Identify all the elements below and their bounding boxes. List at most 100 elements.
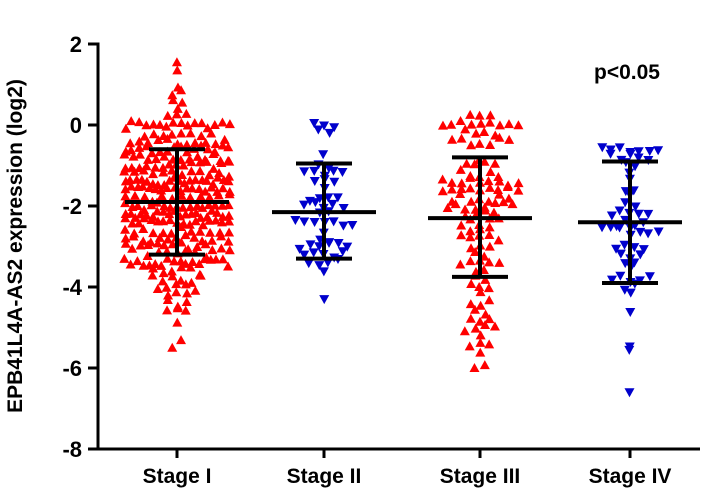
data-point [319, 295, 330, 305]
data-point [494, 189, 505, 199]
data-point [323, 163, 334, 173]
data-point [190, 174, 201, 184]
data-point [503, 119, 514, 129]
data-point [466, 278, 477, 288]
data-point [132, 256, 143, 266]
data-point [203, 200, 214, 210]
data-point [148, 169, 159, 179]
data-point [465, 183, 476, 193]
data-point [483, 283, 494, 293]
y-tick-label: -6 [62, 356, 82, 381]
data-point [513, 120, 524, 130]
data-point [615, 271, 626, 281]
data-point [456, 178, 467, 188]
data-point [176, 118, 187, 128]
data-point [120, 233, 131, 243]
data-point [634, 276, 645, 286]
data-point [465, 256, 476, 266]
y-tick-label: -4 [62, 275, 82, 300]
data-point [217, 117, 228, 127]
data-point [480, 319, 491, 329]
x-tick-label: Stage IV [589, 465, 672, 488]
data-point [606, 211, 617, 221]
data-point [299, 250, 310, 260]
data-point [120, 224, 131, 234]
data-point [224, 216, 235, 226]
data-point [502, 181, 513, 191]
data-point [161, 182, 172, 192]
data-point [643, 229, 654, 239]
data-point [484, 257, 495, 267]
data-point [484, 222, 495, 232]
data-point [471, 128, 482, 138]
data-point [494, 176, 505, 186]
data-point [437, 186, 448, 196]
data-point [620, 198, 631, 208]
data-point [224, 189, 235, 199]
data-point [475, 118, 486, 128]
data-point [190, 285, 201, 295]
data-point [130, 212, 141, 222]
data-point [327, 199, 338, 209]
y-tick-label: -2 [62, 194, 82, 219]
data-point [202, 144, 213, 154]
data-point [460, 124, 471, 134]
data-point [484, 314, 495, 324]
data-point [161, 121, 172, 131]
data-point [194, 183, 205, 193]
data-point [185, 192, 196, 202]
data-point [204, 170, 215, 180]
data-point [494, 120, 505, 130]
data-point [169, 256, 180, 266]
data-point [181, 108, 192, 118]
data-point [484, 241, 495, 251]
data-point [455, 189, 466, 199]
data-point [615, 249, 626, 259]
data-point [152, 283, 163, 293]
data-point [157, 276, 168, 286]
data-point [187, 183, 198, 193]
data-point [299, 200, 310, 210]
data-point [168, 117, 179, 127]
data-point [490, 158, 501, 168]
data-point [314, 242, 325, 252]
data-point [328, 217, 339, 227]
data-point [480, 274, 491, 284]
data-point [177, 169, 188, 179]
data-point [484, 117, 495, 127]
data-point [216, 157, 227, 167]
data-point [198, 220, 209, 230]
data-point [318, 267, 329, 277]
data-point [154, 119, 165, 129]
data-point [138, 236, 149, 246]
data-point [125, 259, 136, 269]
data-point [189, 232, 200, 242]
data-point [484, 339, 495, 349]
data-point [176, 190, 187, 200]
data-point [186, 226, 197, 236]
data-point [319, 121, 330, 131]
data-point [182, 120, 193, 130]
data-point [214, 168, 225, 178]
data-point [139, 192, 150, 202]
data-point [465, 313, 476, 323]
data-point [294, 244, 305, 254]
data-point [208, 148, 219, 158]
data-point [126, 116, 137, 126]
data-point [162, 110, 173, 120]
data-point [493, 184, 504, 194]
data-point [456, 220, 467, 230]
data-point [475, 330, 486, 340]
data-point [308, 248, 319, 258]
y-tick-label: 2 [70, 32, 82, 57]
data-point [162, 133, 173, 143]
data-point [342, 242, 353, 252]
data-point [455, 259, 466, 269]
data-point [217, 140, 228, 150]
data-point [337, 167, 348, 177]
data-point [159, 201, 170, 211]
data-point [129, 166, 140, 176]
data-point [290, 215, 301, 225]
error-bars [125, 147, 682, 285]
data-point [303, 259, 314, 269]
